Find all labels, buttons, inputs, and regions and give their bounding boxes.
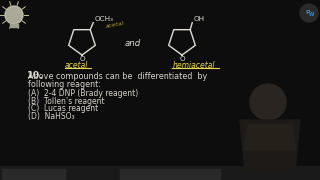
Text: (C)  Lucas reagent: (C) Lucas reagent [28,104,98,113]
Text: (D)  NaHSO₃: (D) NaHSO₃ [28,111,75,120]
Text: acetal: acetal [105,21,125,29]
Text: O: O [79,56,85,62]
Text: following reagent:: following reagent: [28,80,101,89]
Text: Above compounds can be  differentiated  by: Above compounds can be differentiated by [28,72,207,81]
Text: acetal: acetal [64,61,88,70]
Text: and: and [125,39,141,48]
Text: W: W [309,12,315,17]
Polygon shape [244,125,296,150]
Text: O: O [179,56,185,62]
Text: hemiacetal: hemiacetal [173,61,215,70]
Text: P: P [306,10,310,15]
Text: OCH₃: OCH₃ [94,16,113,22]
Polygon shape [240,120,300,170]
Text: 10.: 10. [27,71,44,80]
Circle shape [250,84,286,120]
Circle shape [5,6,23,24]
Text: (A)  2-4 DNP (Brady reagent): (A) 2-4 DNP (Brady reagent) [28,89,138,98]
Text: (B)  Tollen’s reagent: (B) Tollen’s reagent [28,96,105,105]
Text: OH: OH [193,16,204,22]
Circle shape [300,4,318,22]
